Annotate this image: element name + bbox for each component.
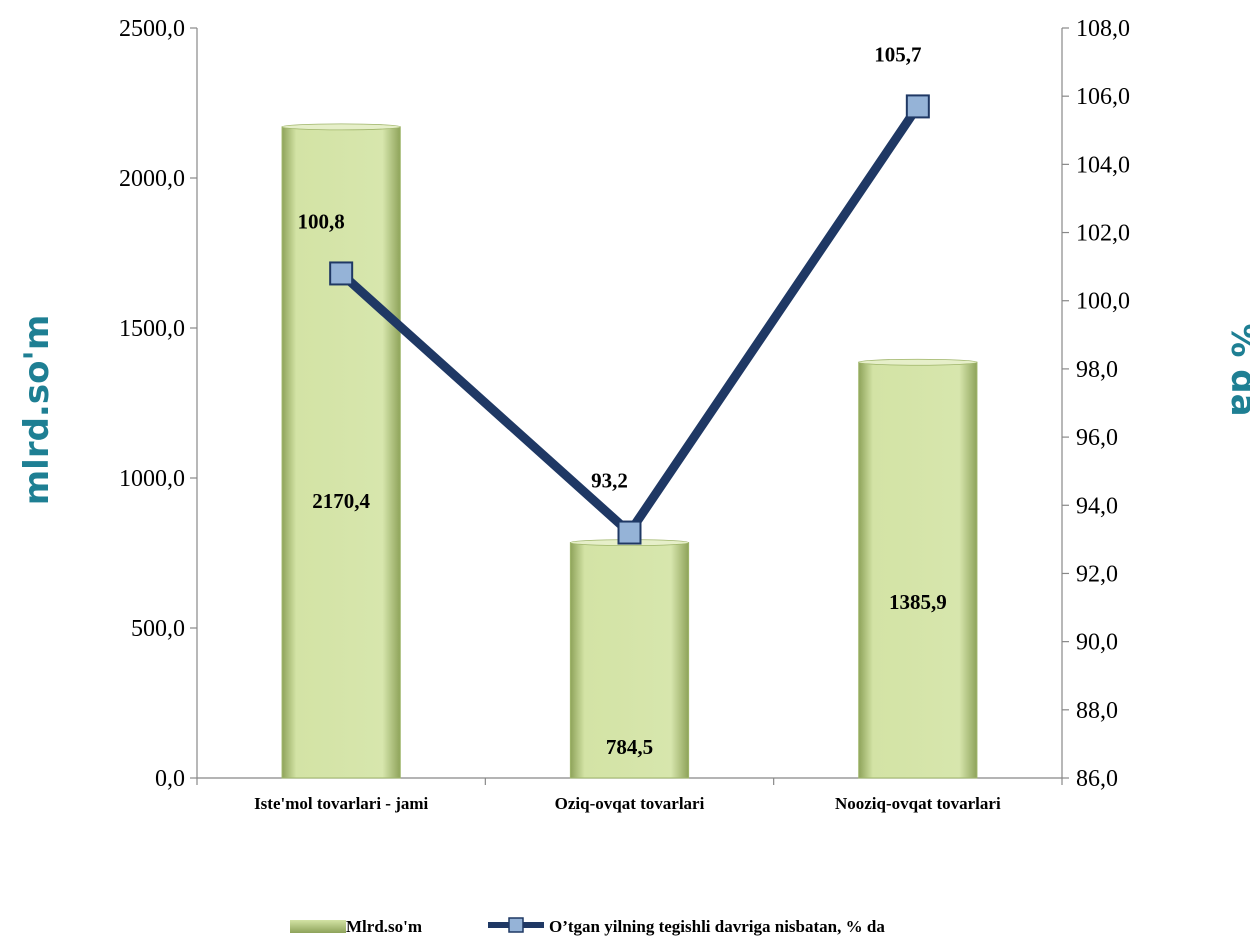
line-value-label: 93,2: [591, 469, 628, 493]
legend-line-marker: [508, 917, 524, 933]
left-tick-label: 1000,0: [119, 466, 185, 492]
bar-value-label: 784,5: [606, 735, 653, 759]
bar-series: 2170,4 784,5 1385,9: [281, 123, 978, 779]
right-tick-label: 100,0: [1076, 289, 1130, 315]
line-marker: [905, 94, 930, 119]
line-value-label: 105,7: [874, 42, 921, 66]
right-tick-label: 96,0: [1076, 425, 1118, 451]
legend-bar-label: Mlrd.so'm: [346, 917, 422, 936]
right-tick-label: 88,0: [1076, 698, 1118, 724]
line-value-label: 100,8: [298, 209, 345, 233]
line-series: 100,8 93,2 105,7: [298, 42, 930, 545]
legend-line-label: O’tgan yilning tegishli davriga nisbatan…: [549, 917, 885, 936]
left-tick-label: 0,0: [155, 766, 185, 792]
right-tick-label: 90,0: [1076, 630, 1118, 656]
right-tick-label: 104,0: [1076, 152, 1130, 178]
legend-bar-swatch: [290, 920, 346, 933]
right-tick-label: 86,0: [1076, 766, 1118, 792]
category-label: Oziq-ovqat tovarlari: [555, 794, 705, 813]
bar-value-label: 1385,9: [889, 590, 947, 614]
right-tick-label: 102,0: [1076, 221, 1130, 247]
right-tick-label: 106,0: [1076, 84, 1130, 110]
left-tick-label: 500,0: [131, 616, 185, 642]
bar: [569, 542, 690, 779]
line-path: [338, 103, 922, 538]
right-axis-title: % da: [1223, 323, 1250, 416]
right-tick-label: 98,0: [1076, 357, 1118, 383]
left-tick-label: 2000,0: [119, 166, 185, 192]
right-tick-label: 92,0: [1076, 561, 1118, 587]
right-tick-label: 94,0: [1076, 493, 1118, 519]
bar-top-cap: [858, 358, 978, 366]
line-marker: [329, 261, 354, 286]
category-labels: Iste'mol tovarlari - jami Oziq-ovqat tova…: [254, 794, 1001, 813]
bar-value-label: 2170,4: [312, 489, 370, 513]
bar: [858, 361, 978, 779]
legend: Mlrd.so'm O’tgan yilning tegishli davrig…: [290, 917, 885, 936]
left-tick-label: 1500,0: [119, 316, 185, 342]
left-tick-label: 2500,0: [119, 16, 185, 42]
line-marker: [617, 520, 642, 545]
right-axis-ticks: 86,0 88,0 90,0 92,0 94,0 96,0 98,0 100,0 102,0 10…: [1062, 16, 1130, 792]
category-label: Iste'mol tovarlari - jami: [254, 794, 428, 813]
left-axis-ticks: 0,0 500,0 1000,0 1500,0 2000,0 2500,0: [119, 16, 197, 792]
right-tick-label: 108,0: [1076, 16, 1130, 42]
x-axis-ticks: [196, 778, 1063, 785]
bar-top-cap: [281, 123, 401, 131]
category-label: Nooziq-ovqat tovarlari: [835, 794, 1001, 813]
left-axis-title: mlrd.so'm: [17, 315, 57, 506]
